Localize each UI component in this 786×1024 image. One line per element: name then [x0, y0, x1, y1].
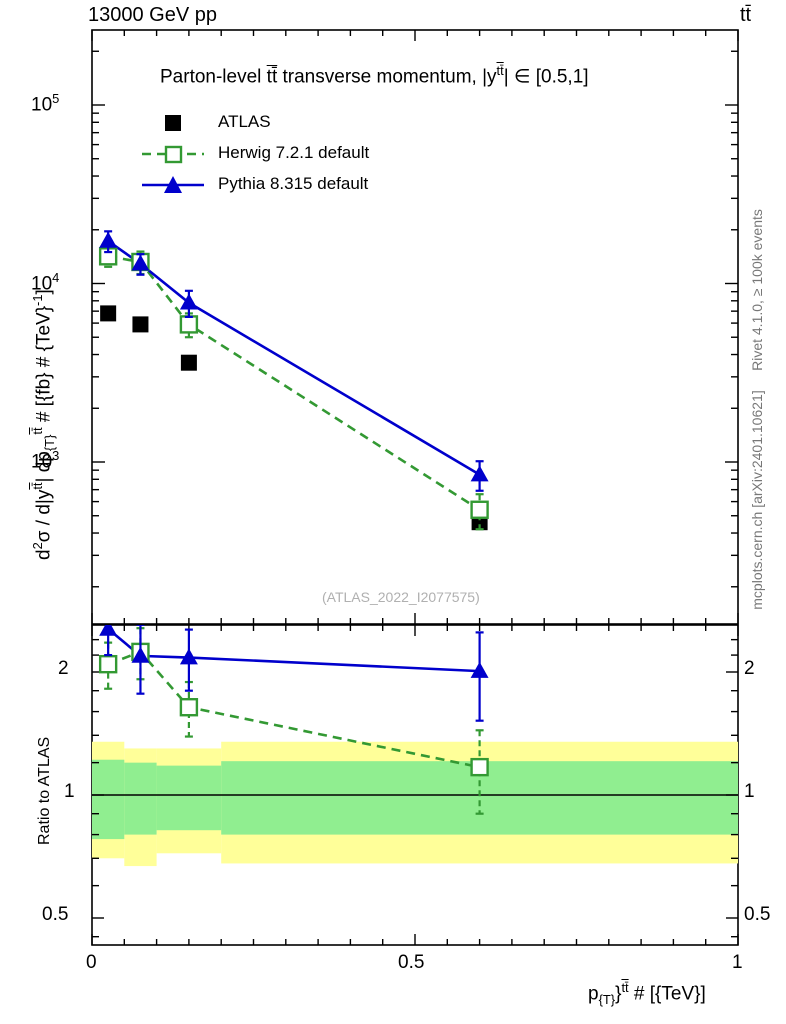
- ylabel-c-sup: tt̄: [30, 427, 45, 435]
- title-ttbar: tt̄: [266, 66, 278, 88]
- header-process: tt̄: [740, 4, 752, 26]
- main-ytick-5: 105: [31, 91, 60, 116]
- title-part-2: transverse momentum, |y: [277, 66, 497, 88]
- ylabel-b-sup: tt̄: [30, 482, 45, 490]
- xlabel-sub: {T}: [598, 992, 616, 1008]
- ratio-ytick-1-right: 1: [744, 781, 755, 802]
- main-ytick-3: 103: [31, 448, 60, 473]
- ylabel-d: # [{fb} # {TeV}: [33, 305, 55, 428]
- title-sup: tt̄: [496, 63, 504, 78]
- legend-symbol-filled-triangle: [142, 176, 204, 193]
- xlabel-sup: tt̄: [621, 980, 629, 995]
- side-annotation-bottom: mcplots.cern.ch [arXiv:2401.10621]: [749, 390, 765, 609]
- main-marker-herwig: [179, 315, 199, 334]
- ratio-panel-data: [98, 625, 489, 815]
- xtick-0p5: 0.5: [398, 952, 425, 973]
- main-line-pythia: [107, 239, 481, 476]
- main-yaxis-label: d2σ / d|ytt̄| dp{T}tt̄ # [{fb} # {TeV}-1…: [30, 289, 57, 560]
- ratio-ytick-0p5-right: 0.5: [744, 904, 771, 925]
- ratio-ytick-0p5-left: 0.5: [42, 904, 69, 925]
- ratio-marker-pythia: [470, 661, 489, 678]
- main-marker-atlas: [180, 354, 197, 371]
- xtick-1: 1: [732, 952, 743, 973]
- xtick-0: 0: [86, 952, 97, 973]
- main-panel-data: [98, 230, 489, 531]
- main-marker-herwig: [470, 500, 489, 519]
- xlabel-p: p: [588, 983, 599, 1005]
- ratio-yaxis-label: Ratio to ATLAS: [36, 736, 53, 845]
- main-marker-atlas: [100, 305, 117, 322]
- ylabel-d-sup: -1: [30, 294, 45, 306]
- ratio-marker-pythia: [131, 646, 150, 663]
- ratio-ytick-2-right: 2: [744, 658, 755, 679]
- legend-symbol-open-square: [142, 145, 204, 164]
- main-marker-pythia: [131, 254, 150, 271]
- ratio-marker-herwig: [470, 757, 489, 777]
- main-ytick-4: 104: [31, 269, 60, 294]
- title-part-1: Parton-level: [160, 66, 267, 88]
- main-panel-ticks: [91, 30, 739, 624]
- title-part-3: | ∈ [0.5,1]: [503, 66, 589, 88]
- ratio-panel-ticks: [91, 625, 739, 945]
- side-annotation-top: Rivet 4.1.0, ≥ 100k events: [749, 209, 765, 371]
- ratio-line-herwig: [107, 650, 480, 769]
- ratio-marker-herwig: [98, 654, 118, 674]
- main-marker-pythia: [99, 231, 118, 248]
- ratio-ytick-1-left: 1: [64, 781, 75, 802]
- ratio-inner-band: [156, 765, 222, 831]
- legend-label: Pythia 8.315 default: [218, 174, 369, 193]
- plot-title: Parton-level tt̄ transverse momentum, |y…: [160, 63, 589, 88]
- ratio-marker-herwig: [179, 698, 199, 717]
- ylabel-b: σ / d|y: [33, 489, 55, 543]
- ratio-ytick-2-left: 2: [58, 658, 69, 679]
- main-marker-pythia: [179, 293, 198, 310]
- ratio-marker-pythia: [99, 625, 118, 636]
- header-beam-info: 13000 GeV pp: [88, 4, 217, 26]
- xlabel-rest: # [{TeV}]: [628, 983, 706, 1005]
- analysis-watermark: (ATLAS_2022_I2077575): [322, 589, 480, 605]
- legend-label: ATLAS: [218, 112, 271, 131]
- ratio-line-pythia: [107, 627, 480, 673]
- ratio-inner-band: [124, 762, 157, 835]
- ylabel-a: d: [33, 549, 55, 560]
- xaxis-label: p{T}}tt̄ # [{TeV}]: [588, 980, 706, 1008]
- legend-label: Herwig 7.2.1 default: [218, 143, 370, 162]
- ratio-marker-pythia: [179, 648, 198, 665]
- main-marker-pythia: [470, 465, 489, 482]
- ratio-uncertainty-bands: [92, 741, 738, 867]
- ylabel-a-sup: 2: [30, 542, 45, 550]
- main-marker-atlas: [132, 316, 149, 333]
- ratio-inner-band: [92, 759, 125, 840]
- legend-symbol-filled-square: [165, 115, 181, 131]
- main-line-herwig: [107, 255, 481, 511]
